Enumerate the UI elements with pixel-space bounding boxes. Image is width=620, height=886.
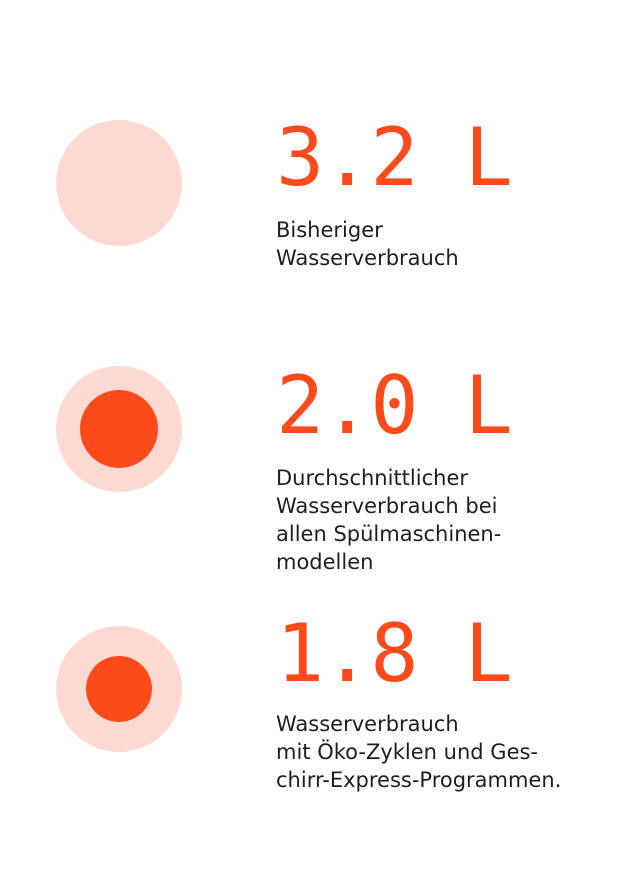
circle-with-large-dot-icon <box>56 366 182 492</box>
stat-value: 1.8 L <box>276 607 513 700</box>
stat-description: Bisheriger Wasserverbrauch <box>276 218 459 270</box>
stat-value: 3.2 L <box>276 111 513 204</box>
stat-description: Wasserverbrauch mit Öko-Zyklen und Ges- … <box>276 712 562 792</box>
circle-with-small-dot-icon <box>56 626 182 752</box>
inner-dot <box>86 656 152 722</box>
stat-value: 2.0 L <box>276 359 513 452</box>
stat-description: Durchschnittlicher Wasserverbrauch bei a… <box>276 466 502 574</box>
light-circle-icon <box>56 120 182 246</box>
inner-dot <box>80 390 158 468</box>
